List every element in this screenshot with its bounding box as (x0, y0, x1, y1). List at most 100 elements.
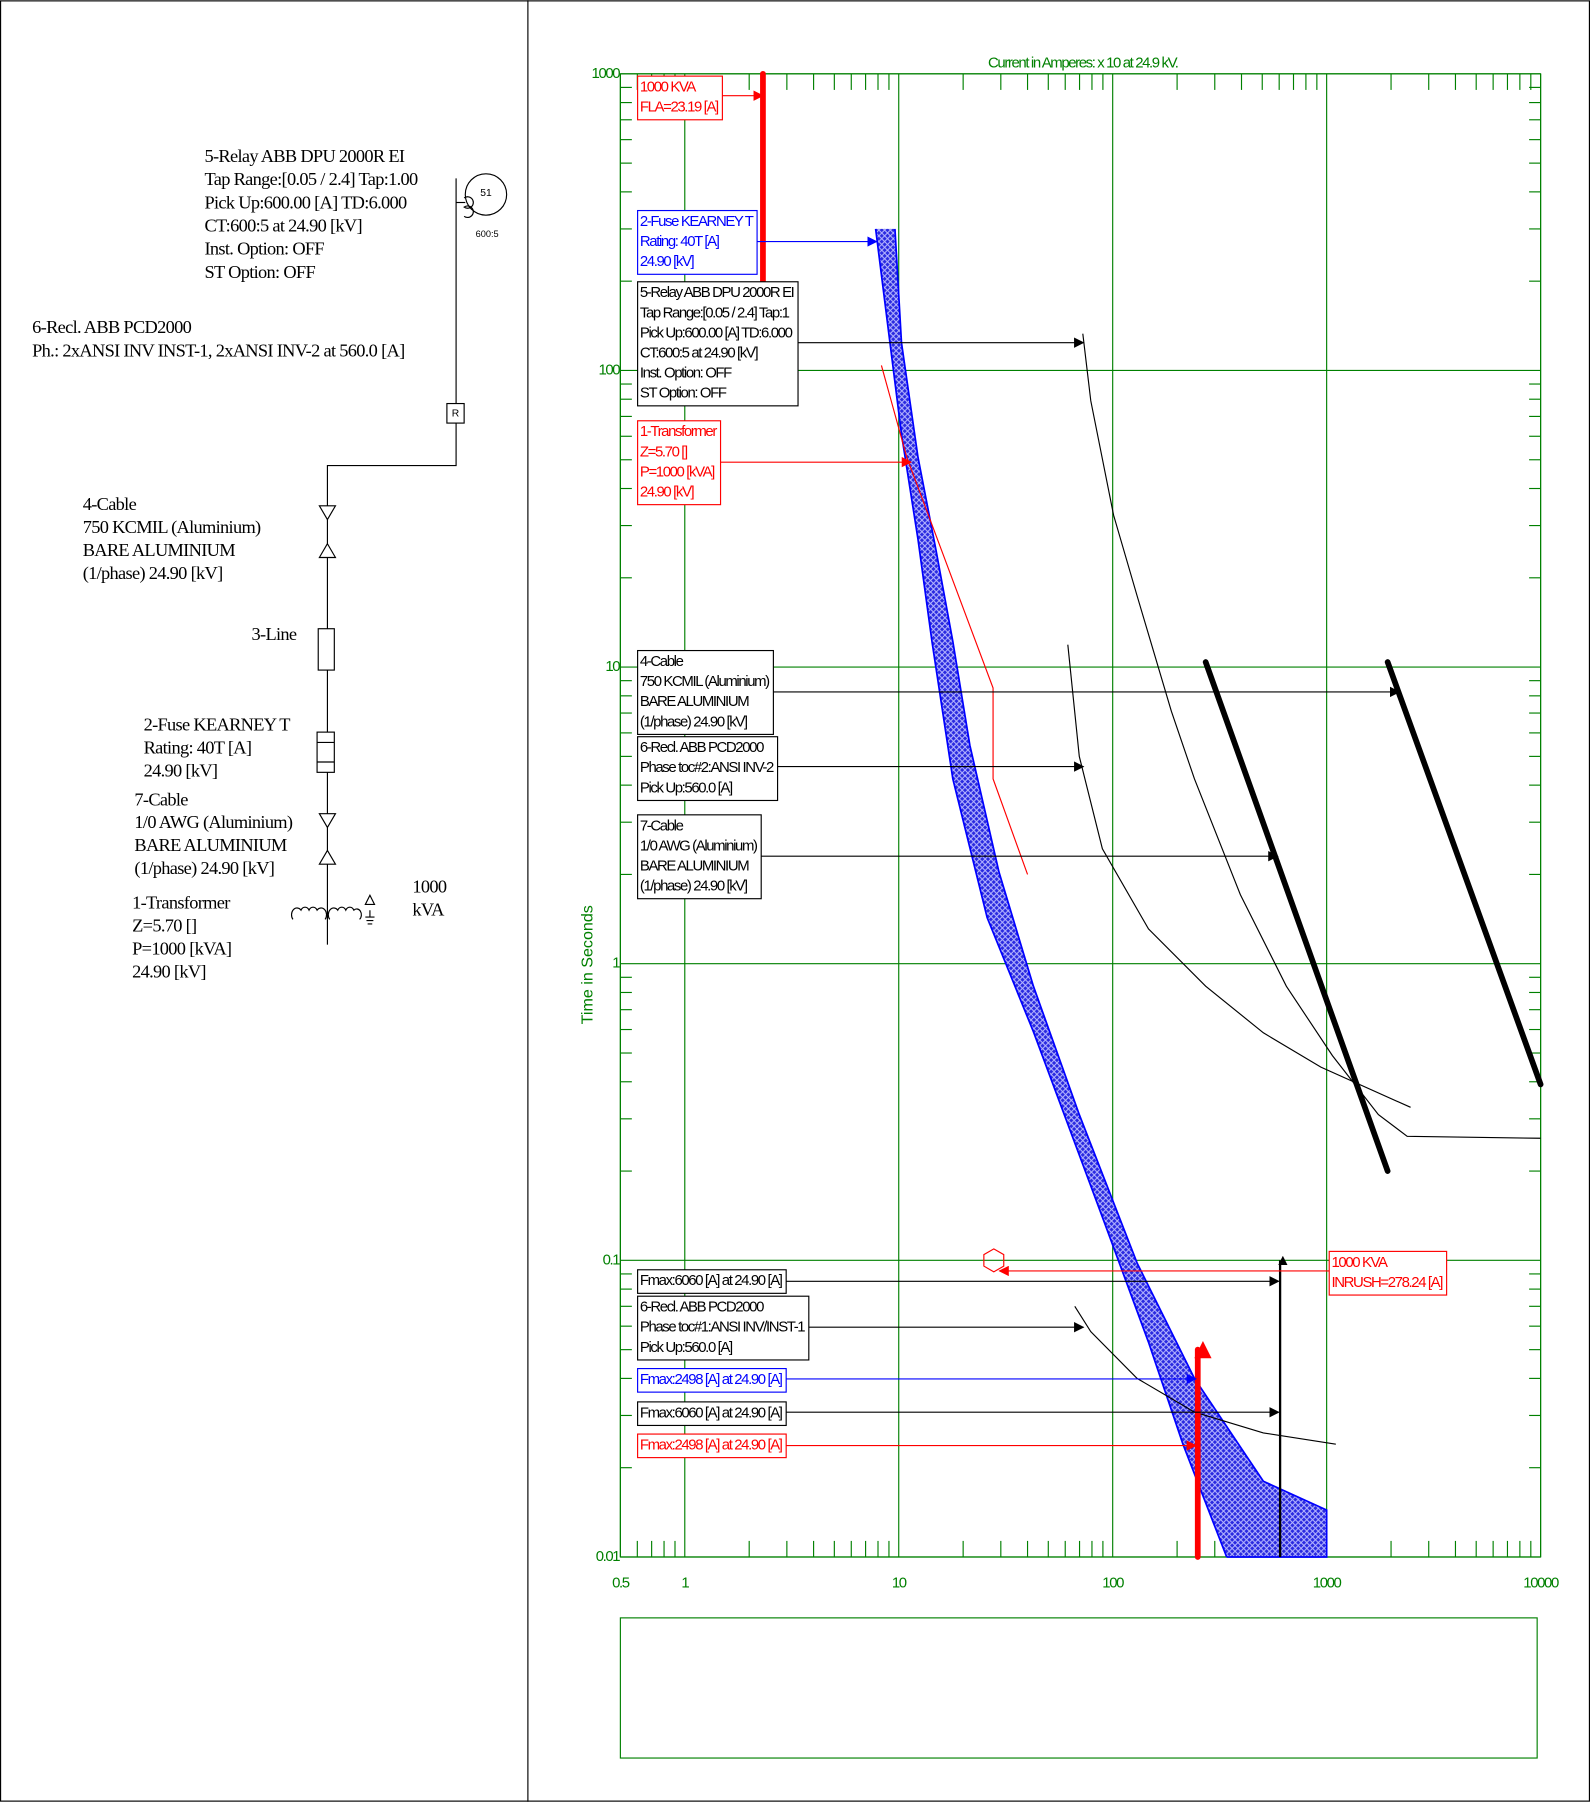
x-tick-label: 100 (1102, 1574, 1124, 1591)
callout-text: 6-Recl. ABB PCD2000 (640, 739, 764, 756)
callout-text: 5-Relay ABB DPU 2000R EI (640, 284, 794, 301)
y-tick-label: 0.01 (596, 1548, 621, 1565)
callout-text: FLA=23.19 [A] (640, 99, 719, 116)
callout-text: ST Option: OFF (640, 385, 727, 402)
callout-text: 4-Cable (640, 653, 684, 670)
curve (1384, 659, 1544, 1088)
winding (327, 906, 362, 920)
relay-label: 5-Relay ABB DPU 2000R EI (204, 146, 404, 166)
transformer_rating-label: kVA (412, 900, 445, 920)
callout: Fmax:6060 [A] at 24.90 [A] (637, 1269, 1280, 1294)
curve (1202, 659, 1391, 1174)
transformer-label: 1-Transformer (132, 893, 230, 913)
callout-box (637, 209, 758, 275)
callout-text: Fmax:6060 [A] at 24.90 [A] (640, 1272, 783, 1289)
fuse-total-clear (894, 228, 1328, 1558)
y-tick-label: 1000 (592, 65, 621, 82)
callout-text: Pick Up:560.0 [A] (640, 779, 733, 796)
callout-text: Phase toc#2:ANSI INV-2 (640, 759, 774, 776)
cable7-label: 1/0 AWG (Aluminium) (134, 812, 293, 833)
relay-label: CT:600:5 at 24.90 [kV] (204, 216, 361, 236)
relay-symbol: 51 (480, 188, 492, 199)
callout-box (637, 420, 722, 506)
curve (1067, 644, 1411, 1108)
ground-symbol (365, 910, 375, 925)
y-tick-label: 100 (598, 361, 620, 378)
transformer_rating-label: 1000 (412, 877, 446, 897)
cable4-label: (1/phase) 24.90 [kV] (83, 563, 223, 584)
transformer-label: Z=5.70 [] (132, 916, 196, 936)
cable4-label: BARE ALUMINIUM (83, 540, 236, 560)
callout: 1-Transformer Z=5.70 [] P=1000 [kVA] 24.90 … (637, 420, 913, 506)
callout-text: Tap Range:[0.05 / 2.4] Tap:1 (640, 304, 790, 321)
relay-label: Pick Up:600.00 [A] TD:6.000 (204, 192, 407, 212)
callout-box (637, 75, 723, 121)
cable-end (318, 849, 337, 865)
callout-box (637, 281, 799, 407)
cable7-label: BARE ALUMINIUM (134, 835, 287, 855)
callout-box (637, 736, 779, 802)
callout-box (637, 1295, 810, 1361)
transformer-label: P=1000 [kVA] (132, 939, 231, 959)
cable-end (318, 542, 337, 559)
y-tick-label: 1 (612, 955, 620, 972)
chart-title: Current in Amperes: x 10 at 24.9 kV. (988, 54, 1178, 71)
callout: 4-Cable 750 KCMIL (Aluminium) BARE ALUMINI… (637, 649, 1401, 735)
callout-text: Rating: 40T [A] (640, 233, 720, 250)
y-axis-label: Time in Seconds (578, 905, 596, 1024)
cable-end (318, 813, 337, 829)
notes-box (619, 1617, 1538, 1759)
x-tick-label: 1 (681, 1574, 689, 1591)
curve (880, 365, 1029, 875)
cable7-label: 7-Cable (134, 789, 188, 809)
transformer-label: 24.90 [kV] (132, 962, 206, 982)
callout-box (637, 1401, 787, 1427)
callout-box (637, 1368, 787, 1393)
one-line-symbols (290, 173, 508, 945)
fuse-min-melt (874, 228, 1228, 1558)
y-tick-label: 10 (605, 658, 620, 675)
callout: 2-Fuse KEARNEY T Rating: 40T [A] 24.90 [kV… (637, 209, 878, 275)
cable4-label: 4-Cable (83, 494, 137, 514)
x-tick-label: 0.5 (612, 1574, 630, 1591)
winding (290, 906, 328, 920)
recloser-symbol: R (452, 409, 459, 420)
callout-text: Fmax:6060 [A] at 24.90 [A] (640, 1404, 783, 1421)
callout-text: 750 KCMIL (Aluminium) (640, 673, 770, 690)
fuse-label: Rating: 40T [A] (144, 738, 252, 758)
recloser-label: Ph.: 2xANSI INV INST-1, 2xANSI INV-2 at … (32, 341, 404, 361)
line-label: 3-Line (252, 624, 297, 644)
relay-label: Tap Range:[0.05 / 2.4] Tap:1.00 (204, 169, 418, 189)
curve (1082, 333, 1541, 1139)
wire (326, 423, 457, 506)
callout-text: Pick Up:600.00 [A] TD:6.000 (640, 324, 793, 341)
inrush-point (983, 1248, 1005, 1273)
relay-label: ST Option: OFF (204, 262, 315, 282)
line-box (317, 628, 335, 671)
fuse-box (316, 731, 335, 773)
cable4-label: 750 KCMIL (Aluminium) (83, 517, 261, 538)
x-tick-label: 1000 (1313, 1574, 1342, 1591)
callout: Fmax:2498 [A] at 24.90 [A] (637, 1433, 1197, 1459)
callout-box (1328, 1250, 1448, 1296)
callout-text: 1000 KVA (640, 79, 696, 96)
callout-text: BARE ALUMINIUM (640, 857, 749, 874)
callout-text: Fmax:2498 [A] at 24.90 [A] (640, 1436, 783, 1453)
recloser-label: 6-Recl. ABB PCD2000 (32, 317, 191, 337)
callout-text: 1/0 AWG (Aluminium) (640, 837, 758, 854)
callout-text: (1/phase) 24.90 [kV] (640, 878, 748, 895)
callout-box (637, 814, 762, 900)
callout: 6-Recl. ABB PCD2000 Phase toc#2:ANSI INV-… (637, 736, 1085, 802)
callout-text: 7-Cable (640, 817, 684, 834)
callout-text: Fmax:2498 [A] at 24.90 [A] (640, 1371, 783, 1388)
relay-circle (464, 173, 508, 216)
callout: Fmax:2498 [A] at 24.90 [A] (637, 1368, 1197, 1393)
callout-text: 24.90 [kV] (640, 253, 695, 270)
callout-text: 1-Transformer (640, 423, 717, 440)
fuse-label: 2-Fuse KEARNEY T (144, 715, 291, 735)
relay-label: Inst. Option: OFF (204, 239, 324, 259)
callout: 1000 KVA FLA=23.19 [A] (637, 75, 764, 121)
callout: 1000 KVA INRUSH=278.24 [A] (998, 1250, 1448, 1296)
